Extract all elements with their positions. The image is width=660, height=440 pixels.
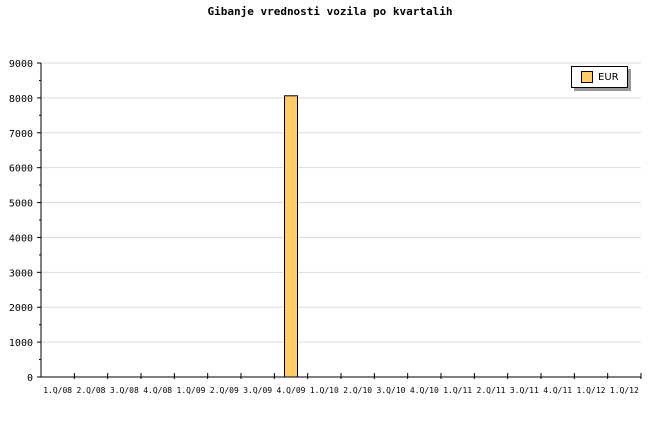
x-tick-label: 4.Q/10 [410,386,439,395]
x-tick-label: 3.Q/09 [243,386,272,395]
x-tick-label: 3.Q/11 [510,386,539,395]
y-tick-label: 9000 [9,59,33,70]
x-tick-label: 3.Q/08 [110,386,139,395]
x-tick-label: 3.Q/10 [377,386,406,395]
legend-label: EUR [598,71,619,83]
x-tick-label: 1.Q/12 [577,386,606,395]
y-tick-label: 0 [27,373,33,384]
x-tick-label: 4.Q/08 [143,386,172,395]
y-tick-label: 7000 [9,129,33,140]
y-tick-label: 2000 [9,303,33,314]
x-tick-label: 4.Q/11 [543,386,572,395]
y-tick-label: 1000 [9,338,33,349]
y-tick-label: 8000 [9,94,33,105]
x-tick-label: 1.Q/12 [610,386,639,395]
y-tick-label: 5000 [9,199,33,210]
x-tick-label: 2.Q/08 [77,386,106,395]
x-tick-label: 1.Q/10 [310,386,339,395]
y-tick-label: 4000 [9,233,33,244]
x-tick-label: 2.Q/09 [210,386,239,395]
chart-title: Gibanje vrednosti vozila po kvartalih [207,5,453,18]
bar [284,95,298,378]
legend-swatch [581,71,593,83]
x-tick-label: 2.Q/11 [477,386,506,395]
legend: EUR [571,66,628,88]
x-tick-label: 1.Q/08 [43,386,72,395]
x-tick-label: 4.Q/09 [277,386,306,395]
x-tick-label: 2.Q/10 [343,386,372,395]
y-tick-label: 6000 [9,164,33,175]
x-tick-label: 1.Q/09 [177,386,206,395]
y-tick-label: 3000 [9,268,33,279]
x-tick-label: 1.Q/11 [443,386,472,395]
